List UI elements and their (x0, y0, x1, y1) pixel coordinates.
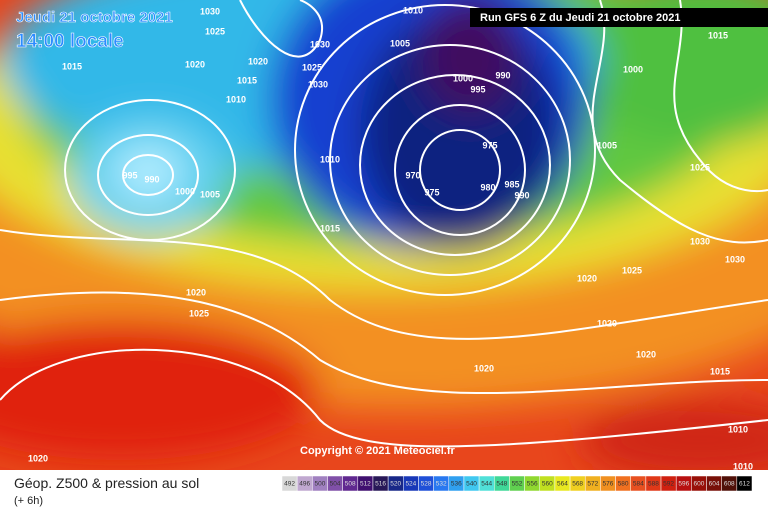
isobar-label: 995 (122, 170, 137, 180)
isobar-label: 1005 (390, 38, 410, 48)
isobar-label: 1020 (248, 56, 268, 66)
isobar-labels: 1030 1025 1015 1020 1020 1015 1010 1030 1025 1030… (28, 5, 753, 471)
colorbar-label: 576 (603, 481, 614, 488)
isobar-label: 1000 (623, 64, 643, 74)
colorbar-label: 612 (739, 481, 750, 488)
footer-title: Géop. Z500 & pression au sol (14, 475, 199, 491)
isobar-label: 1015 (710, 366, 730, 376)
colorbar-label: 604 (709, 481, 720, 488)
run-info-box (470, 8, 768, 27)
isobar-label: 995 (470, 84, 485, 94)
isobar-label: 1030 (200, 6, 220, 16)
colorbar-label: 504 (330, 481, 341, 488)
isobar-label: 1030 (308, 79, 328, 89)
colorbar-label: 520 (390, 481, 401, 488)
isobar-label: 970 (405, 170, 420, 180)
colorbar: 492 496 500 504 508 512 516 520 524 528 532 536 540 5… (281, 475, 753, 492)
isobar-label: 1030 (725, 254, 745, 264)
isobar-label: 1020 (577, 273, 597, 283)
footer-lead: (+ 6h) (14, 495, 43, 507)
date-line: Jeudi 21 octobre 2021 (16, 9, 173, 26)
colorbar-label: 592 (663, 481, 674, 488)
isobar-label: 990 (514, 190, 529, 200)
isobar-label: 1020 (28, 453, 48, 463)
colorbar-label: 568 (572, 481, 583, 488)
colorbar-label: 560 (542, 481, 553, 488)
colorbar-label: 580 (618, 481, 629, 488)
copyright: Copyright © 2021 Meteociel.fr (300, 445, 456, 457)
colorbar-label: 544 (481, 481, 492, 488)
colorbar-label: 588 (648, 481, 659, 488)
isobar-label: 1010 (320, 154, 340, 164)
colorbar-label: 536 (451, 481, 462, 488)
isobar-label: 990 (495, 70, 510, 80)
isobar-label: 1010 (728, 424, 748, 434)
isobar-label: 1020 (474, 363, 494, 373)
isobar-label: 975 (482, 140, 497, 150)
isobar-label: 1000 (453, 73, 473, 83)
colorbar-label: 492 (284, 481, 295, 488)
colorbar-label: 540 (466, 481, 477, 488)
colorbar-label: 552 (512, 481, 523, 488)
isobar-label: 1030 (310, 39, 330, 49)
isobar-label: 1010 (226, 94, 246, 104)
isobar-label: 1020 (597, 318, 617, 328)
colorbar-label: 556 (527, 481, 538, 488)
isobar-label: 1005 (200, 189, 220, 199)
isobars (0, 0, 768, 448)
isobar-label: 1005 (597, 140, 617, 150)
isobar-label: 980 (480, 182, 495, 192)
isobar-label: 990 (144, 174, 159, 184)
colorbar-label: 608 (724, 481, 735, 488)
colorbar-label: 532 (436, 481, 447, 488)
isobar-label: 1020 (185, 59, 205, 69)
colorbar-label: 596 (678, 481, 689, 488)
colorbar-label: 508 (345, 481, 356, 488)
colorbar-cell (736, 475, 753, 492)
colorbar-label: 512 (360, 481, 371, 488)
isobar-label: 1010 (733, 461, 753, 471)
isobar-label: 975 (424, 187, 439, 197)
isobar-label: 985 (504, 179, 519, 189)
colorbar-label: 500 (314, 481, 325, 488)
isobar-label: 1025 (302, 62, 322, 72)
isobar-label: 1025 (189, 308, 209, 318)
colorbar-label: 548 (496, 481, 507, 488)
isobar-label: 1015 (708, 30, 728, 40)
isobar-label: 1025 (690, 162, 710, 172)
colorbar-label: 516 (375, 481, 386, 488)
colorbar-label: 496 (299, 481, 310, 488)
run-info: Run GFS 6 Z du Jeudi 21 octobre 2021 (480, 12, 681, 24)
colorbar-label: 528 (421, 481, 432, 488)
colorbar-label: 572 (587, 481, 598, 488)
isobar-label: 1015 (320, 223, 340, 233)
isobar-label: 1015 (237, 75, 257, 85)
time-line: 14:00 locale (16, 31, 124, 52)
isobar-label: 1015 (62, 61, 82, 71)
colorbar-label: 524 (405, 481, 416, 488)
isobar-label: 1010 (403, 5, 423, 15)
isobar-label: 1030 (690, 236, 710, 246)
isobar-label: 1025 (622, 265, 642, 275)
colorbar-label: 564 (557, 481, 568, 488)
isobar-label: 1020 (636, 349, 656, 359)
colorbar-label: 600 (694, 481, 705, 488)
colorbar-label: 584 (633, 481, 644, 488)
isobar-label: 1000 (175, 186, 195, 196)
isobar-label: 1020 (186, 287, 206, 297)
isobar-label: 1025 (205, 26, 225, 36)
field (0, 0, 768, 480)
